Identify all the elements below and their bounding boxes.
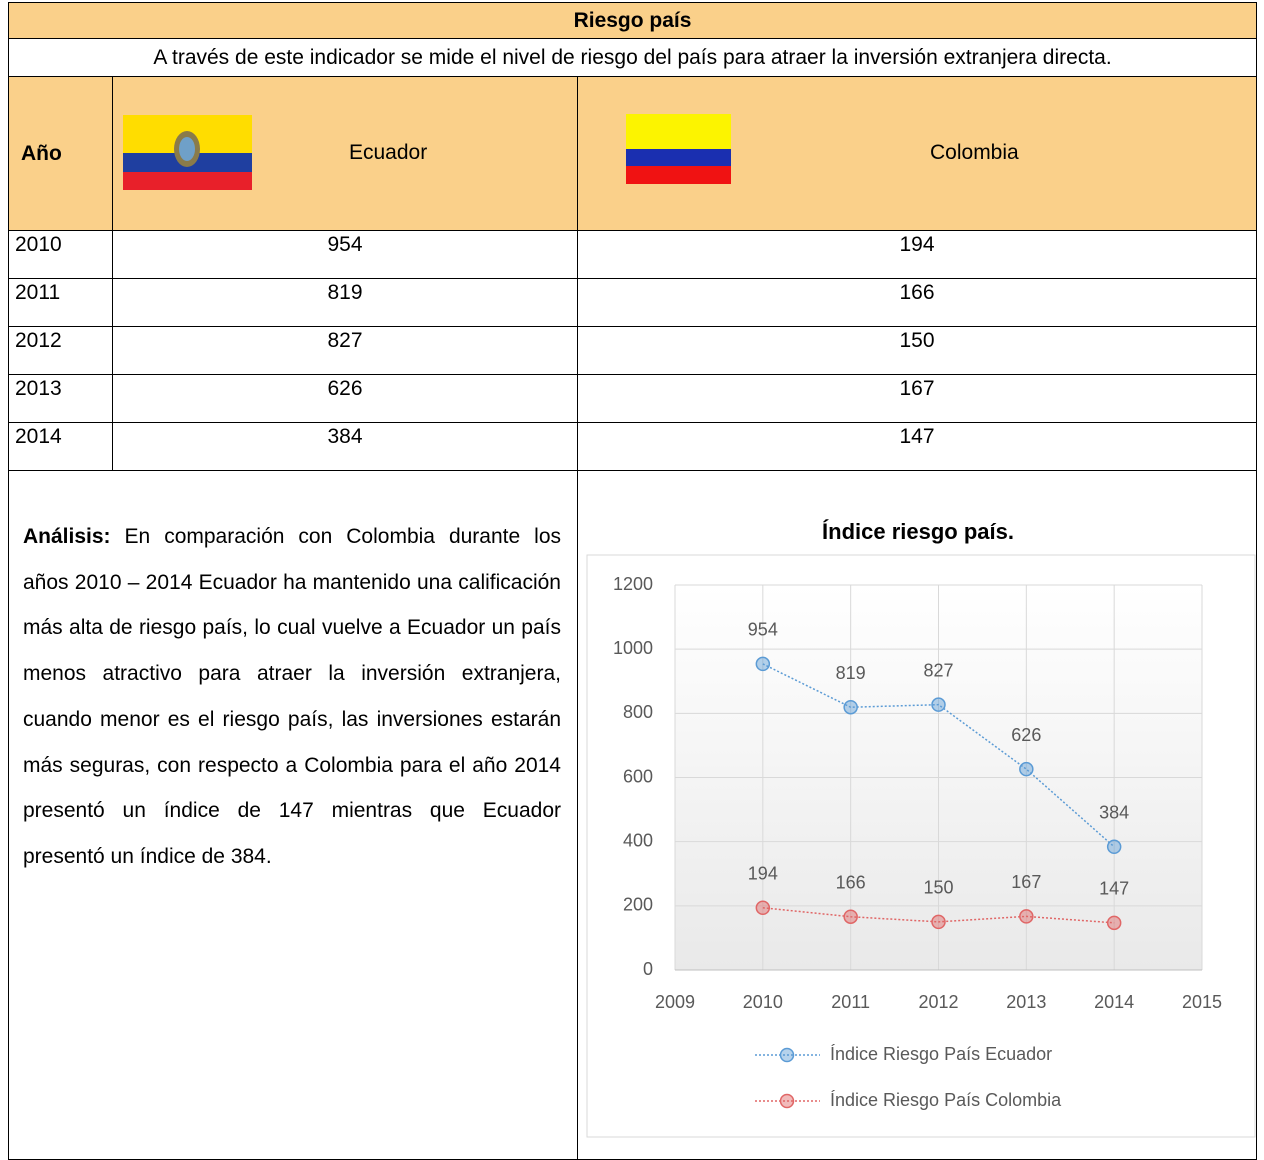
table-row: 2013 626 167 xyxy=(8,374,1257,423)
legend-marker xyxy=(779,1093,795,1109)
table-cell: 954 xyxy=(112,230,578,279)
data-point xyxy=(931,697,946,712)
header-year: Año xyxy=(8,76,113,231)
x-tick-label: 2012 xyxy=(918,992,958,1012)
data-label: 167 xyxy=(1011,872,1041,892)
table-title: Riesgo país xyxy=(8,2,1257,39)
chart-title: Índice riesgo país. xyxy=(822,519,1014,544)
y-tick-label: 1200 xyxy=(613,574,653,594)
x-tick-label: 2009 xyxy=(655,992,695,1012)
data-label: 384 xyxy=(1099,803,1129,823)
table-cell: 2014 xyxy=(8,422,113,471)
x-tick-label: 2013 xyxy=(1006,992,1046,1012)
data-point xyxy=(1019,761,1034,777)
legend-marker xyxy=(779,1047,795,1063)
header-colombia: Colombia xyxy=(577,76,1257,231)
table-cell: 167 xyxy=(577,374,1257,423)
analysis: Análisis: En comparación con Colombia du… xyxy=(23,514,561,880)
series-line xyxy=(762,907,1115,924)
data-label: 819 xyxy=(836,663,866,683)
table-cell: 626 xyxy=(112,374,578,423)
description: A través de este indicador se mide el ni… xyxy=(8,38,1257,77)
legend-label: Índice Riesgo País Colombia xyxy=(830,1090,1062,1110)
data-point xyxy=(1106,839,1122,855)
table-cell: 166 xyxy=(577,278,1257,327)
x-tick-label: 2010 xyxy=(743,992,783,1012)
table-row: 2011 819 166 xyxy=(8,278,1257,327)
y-tick-label: 0 xyxy=(643,959,653,979)
data-label: 166 xyxy=(836,872,866,892)
table-cell: 2010 xyxy=(8,230,113,279)
data-point xyxy=(1019,909,1034,924)
data-point xyxy=(1106,915,1122,931)
y-tick-label: 200 xyxy=(623,895,653,915)
y-tick-label: 600 xyxy=(623,766,653,786)
y-tick-label: 800 xyxy=(623,702,653,722)
table-cell: 2012 xyxy=(8,326,113,375)
data-point xyxy=(755,900,771,916)
analysis-cell: Análisis: En comparación con Colombia du… xyxy=(8,470,578,1160)
data-label: 147 xyxy=(1099,879,1129,899)
x-tick-label: 2011 xyxy=(831,992,870,1012)
table-cell: 147 xyxy=(577,422,1257,471)
table-cell: 2013 xyxy=(8,374,113,423)
flag-colombia xyxy=(626,114,731,184)
legend-label: Índice Riesgo País Ecuador xyxy=(830,1044,1052,1064)
data-point xyxy=(843,909,858,924)
table-row: 2010 954 194 xyxy=(8,230,1257,279)
x-tick-label: 2014 xyxy=(1094,992,1134,1012)
x-tick-label: 2015 xyxy=(1182,992,1222,1012)
y-tick-label: 400 xyxy=(623,830,653,850)
table-cell: 819 xyxy=(112,278,578,327)
flag-ecuador xyxy=(123,115,252,190)
table-cell: 384 xyxy=(112,422,578,471)
data-label: 954 xyxy=(748,620,778,640)
chart: Índice riesgo país. 0 200 400 600 800 1000 120… xyxy=(586,519,1256,1138)
series-line xyxy=(762,663,1115,848)
header-text: Colombia xyxy=(930,141,1019,164)
data-label: 626 xyxy=(1011,725,1041,745)
analysis-text: En comparación con Colombia durante los … xyxy=(23,525,562,868)
y-tick-label: 1000 xyxy=(613,638,653,658)
table-cell: 194 xyxy=(577,230,1257,279)
table-row: 2012 827 150 xyxy=(8,326,1257,375)
analysis-label: Análisis: xyxy=(23,525,111,548)
header-text: Ecuador xyxy=(349,141,428,164)
table-row: 2014 384 147 xyxy=(8,422,1257,471)
data-label: 194 xyxy=(748,864,778,884)
header-ecuador: Ecuador xyxy=(112,76,578,231)
table-cell: 150 xyxy=(577,326,1257,375)
table-cell: 2011 xyxy=(8,278,113,327)
table-cell: 827 xyxy=(112,326,578,375)
data-label: 150 xyxy=(923,878,953,898)
data-point xyxy=(843,699,858,715)
data-point xyxy=(755,656,771,672)
data-label: 827 xyxy=(923,660,953,680)
data-point xyxy=(931,914,946,930)
